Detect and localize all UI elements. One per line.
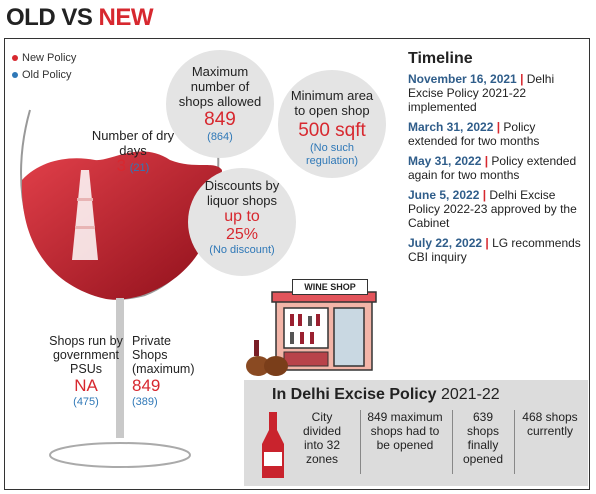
timeline-item: June 5, 2022 | Delhi Excise Policy 2022-… — [408, 188, 577, 230]
discounts-label: Discounts by liquor shops — [204, 178, 280, 208]
blue-dot-icon — [12, 72, 18, 79]
min-area-old: (No such regulation) — [306, 142, 358, 167]
timeline-text: LG recommends CBI inquiry — [408, 236, 581, 264]
headline-new: NEW — [98, 4, 154, 31]
min-area-bubble: Minimum area to open shop 500 sqft (No s… — [278, 70, 386, 178]
min-area-label: Minimum area to open shop — [290, 88, 374, 118]
panel-divider — [514, 410, 515, 474]
legend-old: Old Policy — [12, 67, 76, 84]
govt-shops-label: Shops run by government PSUs — [49, 334, 123, 376]
timeline-item: November 16, 2021 | Delhi Excise Policy … — [408, 72, 555, 114]
discounts-bubble: Discounts by liquor shops up to 25% (No … — [188, 168, 296, 276]
timeline-heading: Timeline — [408, 50, 473, 67]
dry-days-label: Number of dry days — [91, 128, 175, 158]
dry-days-old: (21) — [129, 162, 150, 174]
timeline: Timeline November 16, 2021 | Delhi Excis… — [408, 50, 588, 270]
timeline-text: Delhi Excise Policy 2021-22 implemented — [408, 72, 555, 114]
panel-cell-opened: 639 shops finally opened — [462, 410, 504, 466]
panel-cell-zones: City divided into 32 zones — [302, 410, 342, 466]
panel-divider — [452, 410, 453, 474]
private-shops: Private Shops (maximum) 849 (389) — [132, 334, 208, 409]
headline-vs: VS — [61, 4, 93, 31]
panel-cell-max-shops: 849 maximum shops had to be opened — [367, 410, 443, 452]
timeline-item: July 22, 2022 | LG recommends CBI inquir… — [408, 236, 581, 264]
panel-divider — [360, 410, 361, 474]
legend-new: New Policy — [12, 50, 76, 67]
wine-shop-sign: WINE SHOP — [292, 279, 368, 295]
barrel-icon — [246, 340, 288, 376]
private-shops-label: Private Shops (maximum) — [132, 334, 195, 376]
headline-old: OLD — [6, 4, 56, 31]
timeline-text: Delhi Excise Policy 2022-23 approved by … — [408, 188, 577, 230]
timeline-date: July 22, 2022 — [408, 236, 483, 250]
max-shops-new: 849 — [204, 109, 236, 130]
panel-cell-current: 468 shops currently — [522, 410, 578, 438]
discounts-new: up to 25% — [224, 208, 260, 243]
private-shops-new: 849 — [132, 376, 161, 395]
red-dot-icon — [12, 55, 18, 62]
legend: New Policy Old Policy — [12, 50, 76, 84]
content-frame — [4, 38, 590, 490]
timeline-item: March 31, 2022 | Policy extended for two… — [408, 120, 540, 148]
panel-title: In Delhi Excise Policy 2021-22 — [272, 386, 500, 403]
timeline-date: November 16, 2021 — [408, 72, 517, 86]
timeline-text: Policy extended again for two months — [408, 154, 577, 182]
max-shops-label: Maximum number of shops allowed — [178, 64, 262, 109]
timeline-date: March 31, 2022 — [408, 120, 494, 134]
private-shops-old: (389) — [132, 396, 158, 408]
timeline-date: May 31, 2022 — [408, 154, 482, 168]
headline: OLD VS NEW — [6, 4, 154, 32]
timeline-text: Policy extended for two months — [408, 120, 540, 148]
govt-shops: Shops run by government PSUs NA (475) — [48, 334, 124, 409]
max-shops-bubble: Maximum number of shops allowed 849 (864… — [166, 50, 274, 158]
timeline-date: June 5, 2022 — [408, 188, 480, 202]
discounts-old: (No discount) — [209, 244, 275, 256]
max-shops-old: (864) — [207, 131, 233, 143]
dry-days-new: 3 — [116, 156, 127, 175]
govt-shops-old: (475) — [73, 396, 99, 408]
qutub-minar-icon — [72, 170, 98, 260]
wine-bottle-icon — [262, 412, 284, 478]
timeline-item: May 31, 2022 | Policy extended again for… — [408, 154, 577, 182]
excise-policy-panel: In Delhi Excise Policy 2021-22 City divi… — [244, 380, 588, 486]
dry-days: Number of dry days 3 (21) — [88, 128, 178, 175]
govt-shops-new: NA — [74, 376, 98, 395]
min-area-new: 500 sqft — [298, 120, 366, 141]
